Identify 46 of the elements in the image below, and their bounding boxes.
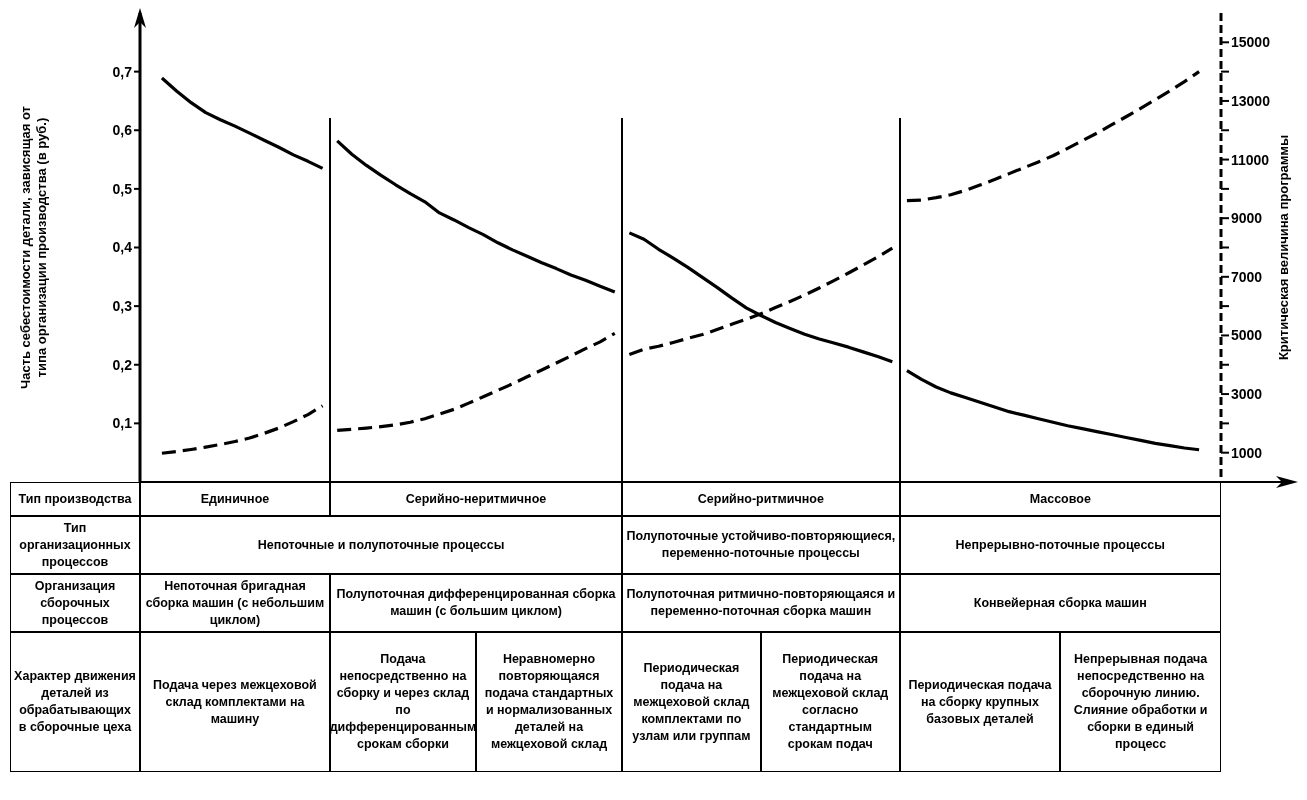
y-tick-label: 0,1 [112,415,133,432]
y2-tick-label: 7000 [1231,268,1263,285]
line-series [160,404,325,455]
y-tick-label: 0,7 [112,63,133,80]
y2-tick-label: 5000 [1231,327,1263,344]
line-series [905,70,1201,203]
y2-tick-label: 1000 [1231,444,1263,461]
text: Организация сборочных процессов [33,577,117,629]
text: Периодическая подача на межцеховой склад согласно стандартным срокам подач [771,651,890,753]
line-series [160,76,325,170]
y2-axis-title: Критическая величина программы [1276,134,1291,361]
text: Непрерывная подача непосредственно на сборочную линию. Слияние обработки и сборки в единый процесс [1072,651,1209,753]
text: Непоточные и полупоточные процессы [257,536,505,554]
text: Непоточная бригадная сборка машин (с небольшим циклом) [144,577,326,629]
text: Тип организационных процессов [18,519,132,571]
text: Тип производства [18,490,132,508]
text: Массовое [1029,490,1091,508]
text: Конвейерная сборка машин [973,594,1147,612]
text: Характер движения деталей из обрабатывающих в сборочные цеха [14,668,136,736]
y-tick-label: 0,5 [112,180,133,197]
y2-tick-label: 13000 [1231,92,1271,109]
text: Полупоточные устойчиво-повторяющиеся, переменно-поточные процессы [626,528,896,562]
text: Полупоточная ритмично-повторяющаяся и переменно-поточная сборка машин [626,586,896,620]
text: Неравномерно повторяющаяся подача стандартных и нормализованных деталей на межцеховой склад [483,651,615,753]
text: Периодическая подача на межцеховой склад комплектами по узлам или группам [631,659,752,745]
text: Непрерывно-поточные процессы [955,536,1165,554]
text: Периодическая подача на сборку крупных базовых деталей [907,676,1053,728]
line-series [335,331,617,433]
line-series [335,139,617,294]
y2-tick-label: 3000 [1231,386,1263,403]
y-tick-label: 0,6 [112,122,133,139]
y2-tick-label: 11000 [1231,151,1270,168]
text: Подача непосредственно на сборку и через склад по дифференцированным срокам сборки [329,651,477,753]
y-tick-label: 0,4 [112,239,133,256]
text: Единичное [200,490,270,508]
line-series [905,369,1201,452]
text: Подача через межцеховой склад комплектами на машину [152,676,318,728]
y2-tick-label: 15000 [1231,34,1271,51]
y2-tick-label: 9000 [1231,210,1263,227]
text: Полупоточная дифференцированная сборка машин (с большим циклом) [335,586,617,620]
line-series [627,231,894,364]
text: Серийно-ритмичное [697,490,824,508]
y-tick-label: 0,3 [112,298,133,315]
y-axis-title: Часть себестоимости детали, зависящая от типа организации производства (в руб.) [18,106,49,389]
y-tick-label: 0,2 [112,356,133,373]
text: Серийно-неритмичное [405,490,547,508]
